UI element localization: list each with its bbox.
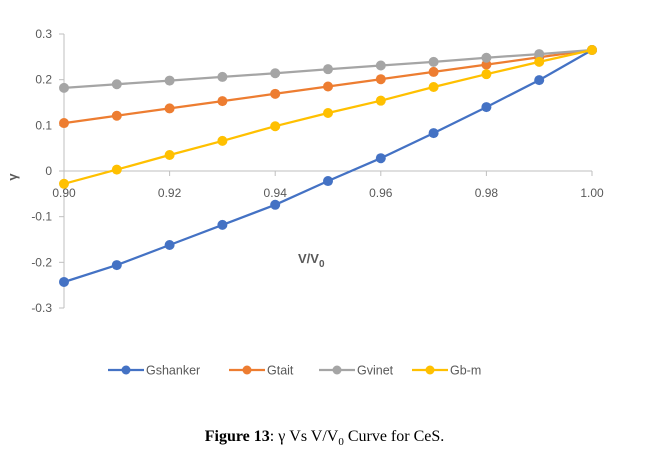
legend-item: Gshanker <box>108 364 200 378</box>
caption-text: : γ Vs V/V <box>269 428 339 445</box>
x-axis-title-main: V/V <box>298 251 319 266</box>
legend-swatch-marker <box>332 365 342 375</box>
data-point <box>59 178 69 189</box>
data-point <box>428 56 439 67</box>
series-gb-m <box>59 44 597 189</box>
data-point <box>270 121 281 132</box>
data-point <box>164 75 175 86</box>
series-gvinet <box>59 44 597 93</box>
data-point <box>217 71 228 82</box>
x-tick-label: 0.96 <box>369 186 393 200</box>
data-point <box>111 110 122 121</box>
legend-label: Gb-m <box>450 364 481 378</box>
data-point <box>59 82 69 93</box>
data-point <box>111 260 122 271</box>
x-tick-label: 0.92 <box>158 186 182 200</box>
y-tick-label: 0.3 <box>35 27 52 41</box>
y-tick-label: -0.3 <box>31 301 52 315</box>
caption-subscript: 0 <box>338 436 344 449</box>
data-point <box>323 81 333 92</box>
x-tick-label: 1.00 <box>580 186 604 200</box>
legend-item: Gtait <box>229 364 294 378</box>
data-point <box>217 96 228 107</box>
data-point <box>217 219 228 230</box>
x-tick-label: 0.98 <box>475 186 499 200</box>
data-point <box>111 79 122 90</box>
axes: 0.3 0.2 0.1 0 -0.1 -0.2 -0.3 0.90 0.92 0.94 0.96 0.… <box>31 27 604 315</box>
x-axis-title: V/V0 <box>298 251 325 270</box>
data-point <box>164 239 175 250</box>
data-point <box>164 150 175 161</box>
data-point <box>587 44 597 55</box>
series-layer <box>59 44 597 287</box>
data-point <box>534 56 545 67</box>
data-point <box>270 68 281 79</box>
legend-label: Gshanker <box>146 364 200 378</box>
data-point <box>428 128 439 139</box>
data-point <box>59 276 69 287</box>
legend: Gshanker Gtait Gvinet Gb-m <box>108 364 481 378</box>
data-point <box>481 102 492 113</box>
data-point <box>323 64 333 75</box>
data-point <box>481 52 492 63</box>
legend-swatch-marker <box>242 365 252 375</box>
legend-label: Gvinet <box>357 364 394 378</box>
chart: 0.3 0.2 0.1 0 -0.1 -0.2 -0.3 0.90 0.92 0.94 0.96 0.… <box>5 27 604 378</box>
data-point <box>481 59 492 70</box>
legend-item: Gvinet <box>319 364 394 378</box>
data-point <box>323 176 333 187</box>
data-point <box>270 199 281 210</box>
data-point <box>375 153 386 164</box>
x-axis-title-subscript: 0 <box>319 259 325 270</box>
legend-item: Gb-m <box>412 364 481 378</box>
data-point <box>428 81 439 92</box>
y-tick-label: 0.2 <box>35 73 52 87</box>
data-point <box>481 69 492 80</box>
figure-label: Figure 13 <box>204 428 270 445</box>
y-tick-label: 0 <box>45 164 52 178</box>
x-tick-label: 0.94 <box>264 186 288 200</box>
legend-swatch-marker <box>121 365 131 375</box>
data-point <box>375 95 386 106</box>
legend-swatch-marker <box>425 365 435 375</box>
data-point <box>375 74 386 85</box>
data-point <box>59 118 69 129</box>
data-point <box>428 66 439 77</box>
data-point <box>111 164 122 175</box>
data-point <box>534 49 545 60</box>
x-tick-label: 0.90 <box>52 186 76 200</box>
data-point <box>164 103 175 114</box>
data-point <box>375 60 386 71</box>
y-tick-label: 0.1 <box>35 118 52 132</box>
legend-label: Gtait <box>267 364 294 378</box>
caption-text-post: Curve for CeS. <box>343 428 445 445</box>
figure-caption: Figure 13: γ Vs V/V0 Curve for CeS. <box>0 428 649 448</box>
data-point <box>217 135 228 146</box>
series-gshanker <box>59 44 597 287</box>
y-axis-title: γ <box>5 173 20 181</box>
data-point <box>270 88 281 99</box>
data-point <box>323 108 333 119</box>
y-tick-label: -0.1 <box>31 210 52 224</box>
data-point <box>534 75 545 86</box>
y-tick-label: -0.2 <box>31 255 52 269</box>
